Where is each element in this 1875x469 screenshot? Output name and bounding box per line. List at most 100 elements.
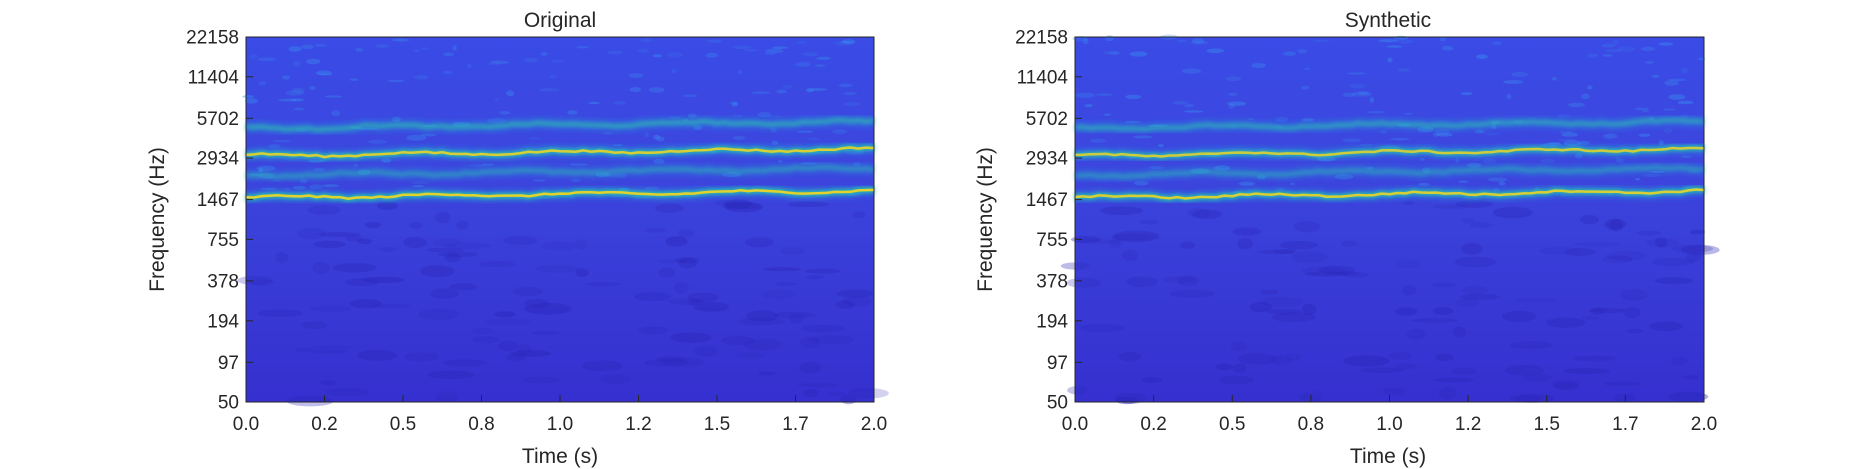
heatmap-texture-mark (1551, 77, 1558, 81)
heatmap-texture-mark (840, 394, 857, 405)
band-peak (245, 188, 875, 200)
heatmap-texture-mark (1070, 236, 1101, 243)
heatmap-texture-mark (524, 57, 539, 63)
heatmap-texture-mark (757, 111, 772, 118)
spectrogram-panel-synthetic: Synthetic 50 97 194 378 755 1467 2934 5702 11404… (974, 9, 1720, 468)
heatmap-texture-mark (1579, 214, 1600, 225)
heatmap-texture-mark (570, 179, 581, 182)
heatmap-texture-mark (1124, 120, 1141, 124)
heatmap-texture-mark (629, 87, 642, 93)
heatmap-texture-mark (1183, 110, 1204, 113)
heatmap-texture-mark (1309, 390, 1323, 402)
heatmap-texture-mark (429, 288, 459, 299)
heatmap-texture-mark (1139, 219, 1159, 225)
heatmap-texture-mark (1455, 200, 1494, 208)
heatmap-texture-mark (1487, 177, 1508, 182)
heatmap-texture-mark (1677, 100, 1694, 105)
heatmap-texture-mark (444, 252, 461, 263)
heatmap-texture-mark (706, 39, 722, 43)
heatmap-texture-mark (1341, 138, 1362, 143)
heatmap-texture-mark (1360, 367, 1405, 374)
heatmap-texture-mark (268, 144, 281, 149)
heatmap-texture-mark (357, 349, 398, 361)
heatmap-texture-mark (1342, 92, 1356, 97)
heatmap-texture-mark (1434, 129, 1450, 135)
heatmap-texture-mark (762, 267, 802, 272)
heatmap-texture-mark (349, 298, 382, 309)
heatmap-texture-mark (1181, 68, 1202, 74)
heatmap-texture-mark (575, 239, 588, 250)
heatmap-texture-mark (840, 40, 855, 44)
band-core (245, 164, 875, 180)
heatmap-texture-mark (1562, 368, 1610, 375)
heatmap-texture-mark (1237, 237, 1254, 250)
heatmap-texture-mark (1109, 51, 1120, 55)
heatmap-texture-mark (806, 88, 815, 93)
heatmap-texture-mark (585, 281, 621, 287)
band-peak (245, 146, 875, 159)
heatmap-texture-mark (1577, 141, 1591, 145)
heatmap-texture-mark (1297, 49, 1308, 54)
heatmap-texture-mark (510, 350, 552, 357)
heatmap-texture-mark (1387, 57, 1393, 63)
heatmap-texture-mark (633, 291, 671, 302)
heatmap-texture-mark (1547, 142, 1562, 145)
heatmap-texture-mark (291, 87, 305, 94)
y-tick-label: 50 (1047, 393, 1068, 414)
heatmap-texture-mark (256, 165, 276, 171)
heatmap-texture-mark (780, 247, 806, 255)
heatmap-texture-mark (1432, 132, 1440, 137)
heatmap-texture-mark (798, 382, 838, 388)
heatmap-texture-mark (1550, 379, 1580, 390)
heatmap-texture-mark (1084, 104, 1093, 108)
heatmap-texture-mark (1396, 39, 1414, 44)
heatmap-texture-mark (1689, 229, 1706, 235)
heatmap-texture-mark (1341, 240, 1358, 247)
heatmap-texture-mark (345, 278, 380, 287)
x-tick-label: 0.0 (233, 414, 259, 435)
heatmap-texture-mark (524, 302, 572, 315)
heatmap-texture-mark (1227, 92, 1238, 96)
heatmap-texture-mark (1395, 260, 1422, 269)
heatmap-texture-mark (1476, 54, 1488, 59)
heatmap-texture-mark (290, 98, 304, 102)
heatmap-texture-mark (776, 89, 787, 94)
chart-title: Synthetic (1345, 9, 1431, 32)
heatmap-texture-mark (1612, 39, 1619, 45)
heatmap-texture-mark (257, 57, 277, 62)
heatmap-texture-mark (1509, 394, 1555, 403)
heatmap-texture-mark (1357, 91, 1370, 96)
heatmap-texture-mark (1620, 289, 1649, 301)
heatmap-texture-mark (435, 391, 459, 403)
heatmap-texture-mark (1404, 112, 1413, 115)
heatmap-texture-mark (778, 160, 783, 163)
y-tick-label: 755 (1036, 230, 1068, 251)
heatmap-texture-mark (729, 101, 738, 105)
x-tick-label: 1.7 (1612, 414, 1638, 435)
heatmap-texture-mark (1492, 41, 1503, 46)
heatmap-texture-mark (1686, 252, 1702, 262)
heatmap-texture-mark (1230, 341, 1247, 351)
heatmap-texture-mark (842, 296, 872, 307)
heatmap-texture-mark (1218, 375, 1255, 385)
heatmap-texture-mark (732, 45, 752, 50)
heatmap-texture-mark (656, 356, 685, 363)
heatmap-texture-mark (1102, 51, 1121, 55)
heatmap-texture-mark (1267, 309, 1302, 315)
heatmap-texture-mark (309, 305, 352, 312)
heatmap-texture-mark (1079, 324, 1126, 332)
heatmap-background (1075, 37, 1704, 402)
heatmap-texture-mark (612, 144, 623, 147)
heatmap-texture-mark (408, 221, 423, 229)
heatmap-texture-mark (1649, 321, 1683, 332)
heatmap-texture-mark (427, 370, 475, 380)
heatmap-texture-mark (687, 292, 719, 303)
y-axis-label: Frequency (Hz) (974, 147, 997, 292)
heatmap-texture-mark (1411, 318, 1458, 323)
heatmap-texture-mark (1342, 272, 1369, 278)
chart-title: Original (524, 9, 596, 32)
heatmap-texture-mark (1441, 45, 1454, 51)
heatmap-texture-mark (807, 137, 820, 141)
heatmap-texture-mark (512, 286, 543, 297)
